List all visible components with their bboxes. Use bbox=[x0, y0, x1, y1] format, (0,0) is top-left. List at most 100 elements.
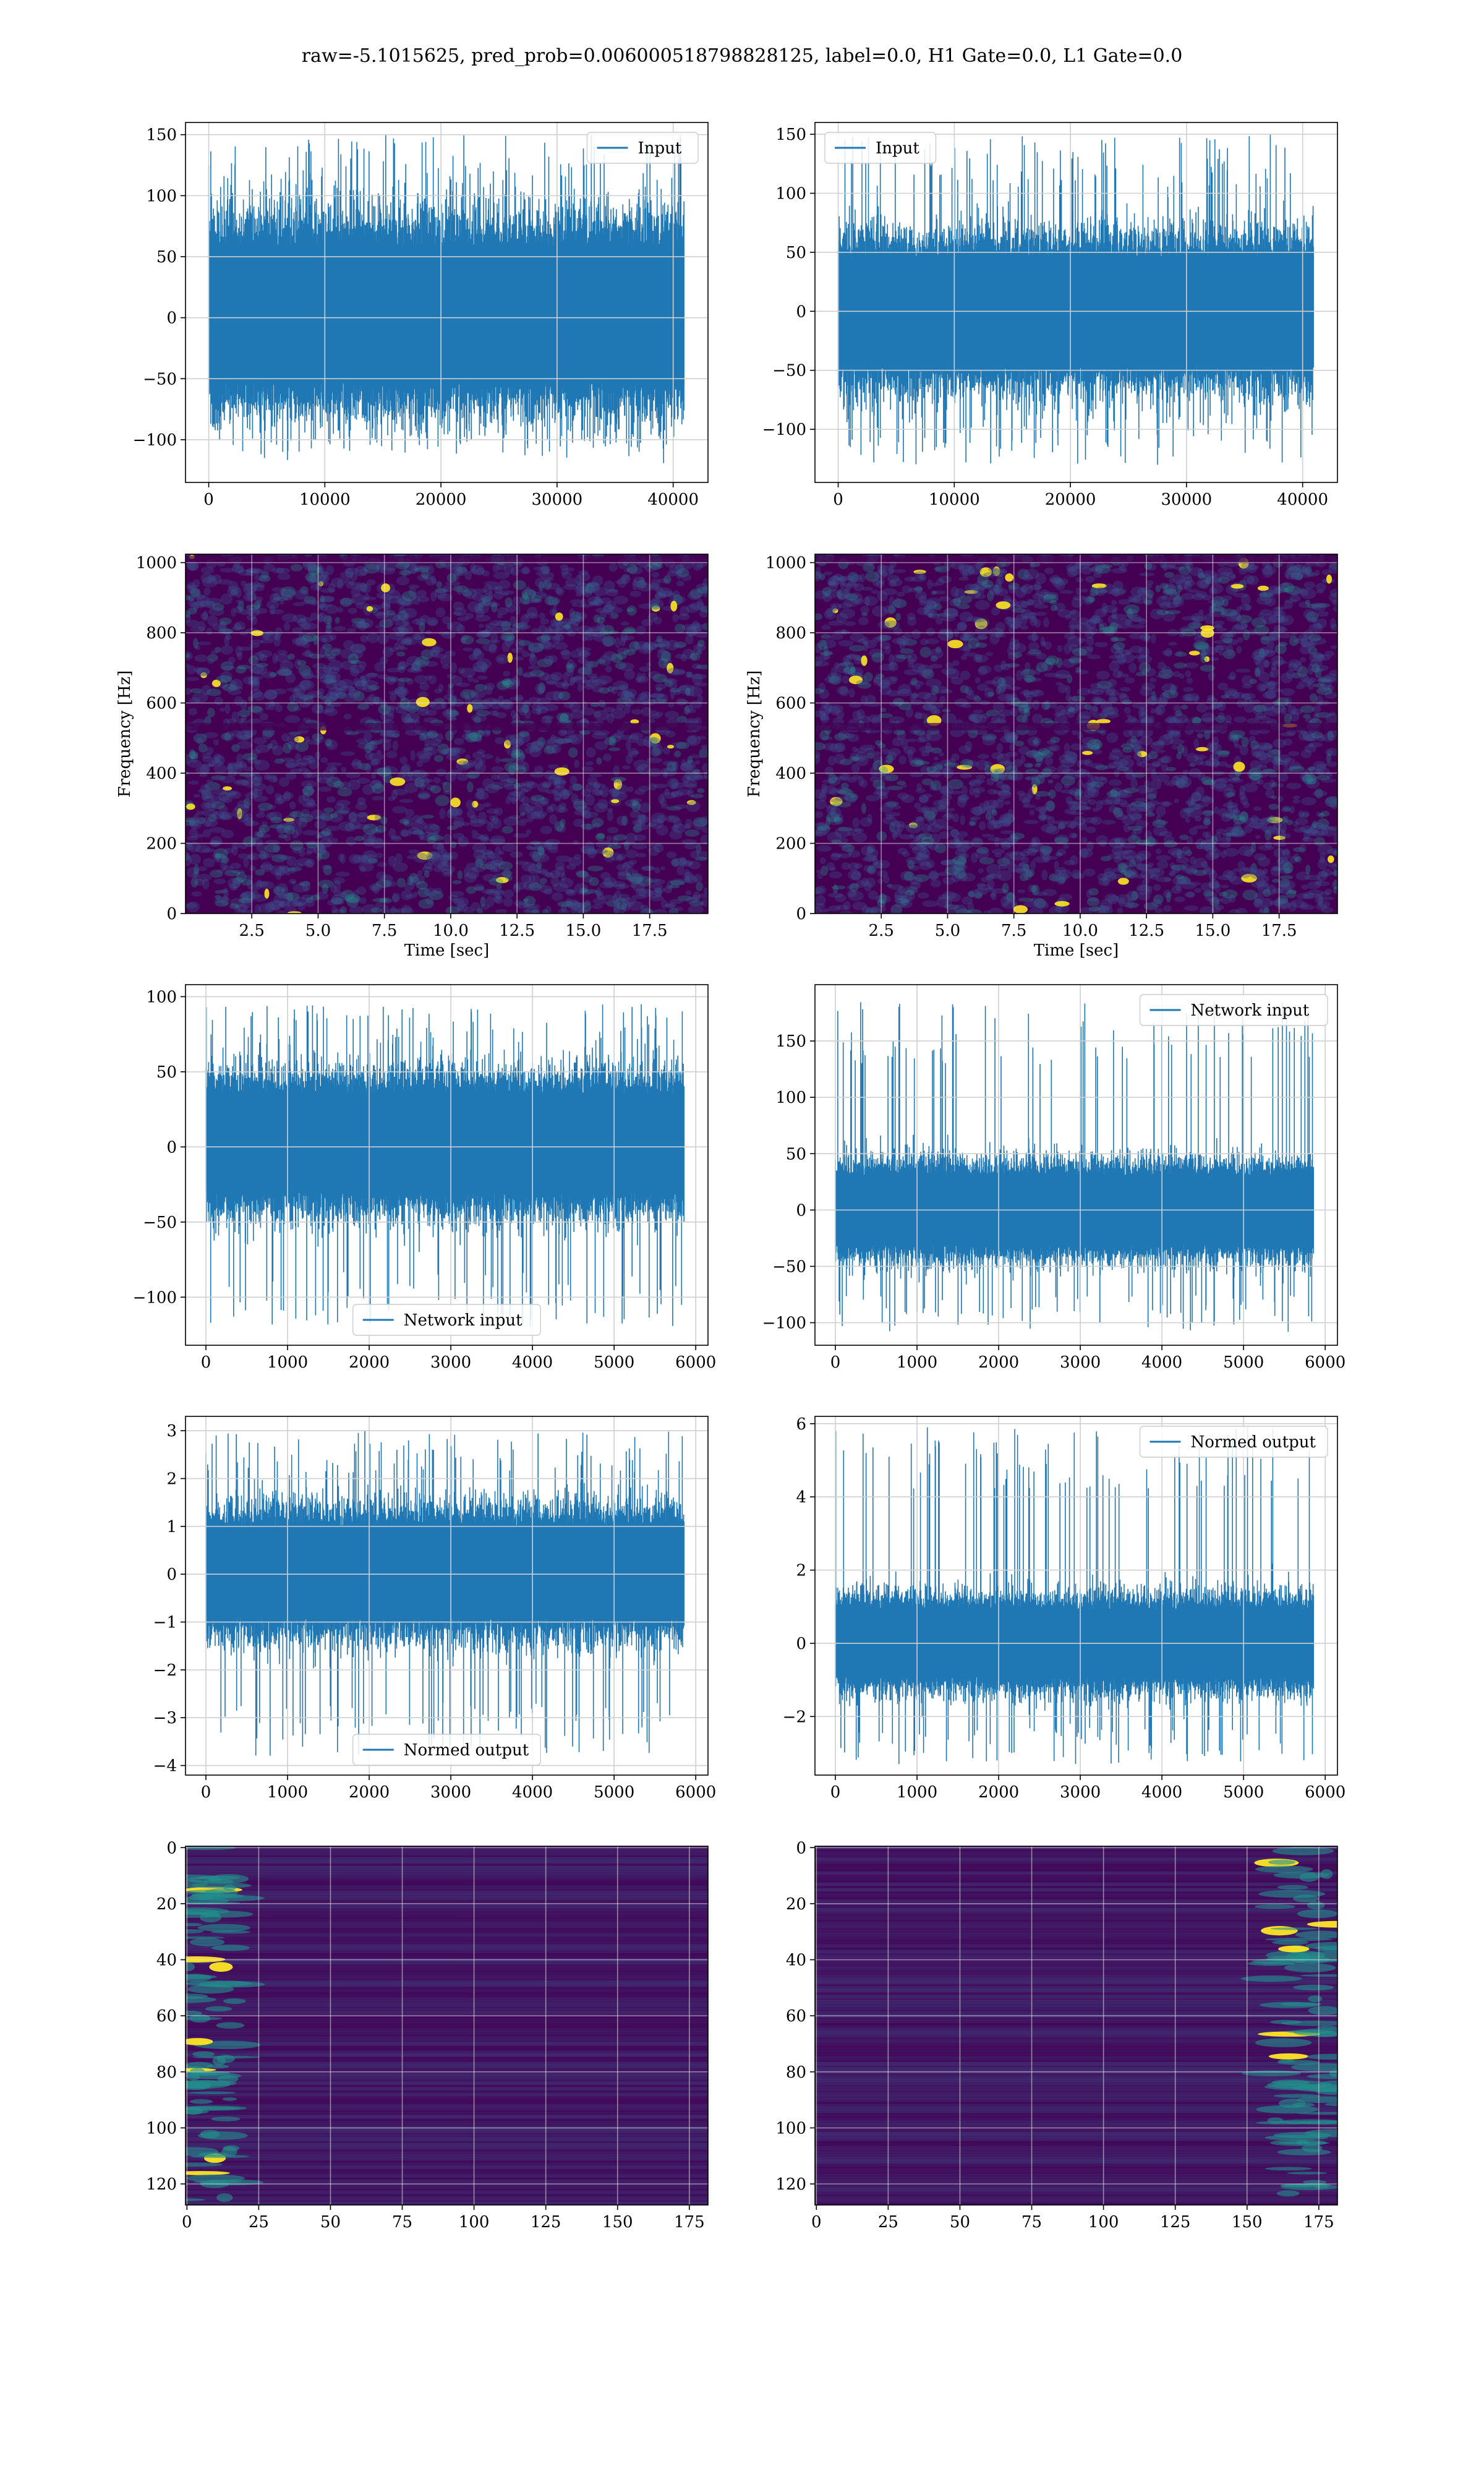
h1-network-input-ytick-label: 0 bbox=[166, 1138, 177, 1157]
l1-input-legend: Input bbox=[824, 132, 937, 164]
h1-network-input-ytick-label: −50 bbox=[143, 1213, 177, 1232]
l1-spectrogram-ytick-label: 0 bbox=[796, 905, 806, 923]
l1-feature-map-heatmap-background bbox=[815, 1846, 1337, 2205]
h1-input-ytick-label: −100 bbox=[133, 431, 177, 450]
h1-spectrogram-heatmap-cells bbox=[186, 554, 708, 914]
l1-feature-map-ytick-label: 100 bbox=[775, 2119, 806, 2138]
l1-spectrogram-ytick-label: 200 bbox=[775, 835, 806, 854]
l1-network-input-xtick-label: 1000 bbox=[897, 1353, 937, 1372]
h1-spectrogram-ytick-label: 1000 bbox=[136, 554, 177, 573]
h1-network-input-legend: Network input bbox=[352, 1304, 541, 1336]
h1-feature-map-ytick-label: 60 bbox=[156, 2007, 177, 2026]
l1-normed-output-ytick-label: 4 bbox=[796, 1488, 806, 1507]
l1-normed-output-ytick-label: 2 bbox=[796, 1562, 806, 1580]
h1-feature-map-ytick-label: 40 bbox=[156, 1951, 177, 1970]
h1-network-input-xtick-label: 2000 bbox=[349, 1353, 390, 1372]
subplot-h1-feature-map: 0 25 50 75 100 125 150 175 0 20 40 60 80 100 120 bbox=[146, 1839, 709, 2232]
subplot-h1-network-input: 0 1000 2000 3000 4000 5000 6000 −100 −50 0 50 100 Ne… bbox=[133, 984, 716, 1372]
h1-input-xtick-label: 0 bbox=[203, 490, 214, 509]
l1-feature-map-heatmap-cells bbox=[815, 1846, 1337, 2205]
subplot-l1-spectrogram: 2.5 5.0 7.5 10.0 12.5 15.0 17.5 0 200 400 600 800 10… bbox=[745, 554, 1338, 960]
l1-input-ytick-label: −50 bbox=[772, 362, 806, 380]
l1-spectrogram-xtick-label: 15.0 bbox=[1195, 922, 1230, 940]
h1-feature-map-xtick-label: 25 bbox=[249, 2213, 269, 2232]
h1-spectrogram-xtick-label: 17.5 bbox=[632, 922, 668, 940]
l1-spectrogram-ytick-label: 400 bbox=[775, 764, 806, 783]
h1-normed-output-legend: Normed output bbox=[352, 1734, 541, 1766]
l1-normed-output-legend-label: Normed output bbox=[1191, 1433, 1316, 1452]
h1-feature-map-xtick-label: 125 bbox=[531, 2213, 561, 2232]
h1-feature-map-xtick-label: 175 bbox=[674, 2213, 705, 2232]
l1-feature-map-ytick-label: 20 bbox=[786, 1895, 806, 1914]
h1-spectrogram-ylabel: Frequency [Hz] bbox=[116, 670, 134, 798]
l1-spectrogram-ytick-label: 1000 bbox=[765, 554, 806, 573]
l1-normed-output-xtick-label: 5000 bbox=[1223, 1783, 1264, 1802]
l1-spectrogram-ytick-label: 800 bbox=[775, 624, 806, 643]
h1-network-input-gridlines bbox=[186, 985, 708, 1345]
l1-network-input-xtick-label: 5000 bbox=[1223, 1353, 1264, 1372]
h1-normed-output-ytick-label: 3 bbox=[166, 1422, 177, 1440]
subplot-l1-feature-map: 0 25 50 75 100 125 150 175 0 20 40 60 80 100 120 bbox=[775, 1839, 1338, 2232]
h1-spectrogram-xtick-label: 5.0 bbox=[305, 922, 331, 940]
h1-normed-output-ytick-label: −4 bbox=[153, 1757, 177, 1776]
h1-normed-output-xtick-label: 4000 bbox=[512, 1783, 553, 1802]
h1-network-input-xtick-label: 5000 bbox=[594, 1353, 634, 1372]
l1-spectrogram-xtick-label: 2.5 bbox=[869, 922, 894, 940]
h1-normed-output-axes-frame bbox=[185, 1416, 709, 1776]
l1-feature-map-plot-area bbox=[815, 1846, 1337, 2205]
l1-network-input-gridlines bbox=[815, 985, 1337, 1345]
h1-input-ytick-label: −50 bbox=[143, 370, 177, 388]
h1-input-ytick-label: 100 bbox=[146, 187, 177, 205]
l1-normed-output-xtick-label: 2000 bbox=[978, 1783, 1019, 1802]
h1-network-input-ytick-label: −100 bbox=[133, 1288, 177, 1307]
l1-normed-output-ytick-label: −2 bbox=[783, 1708, 806, 1726]
l1-feature-map-xtick-label: 50 bbox=[950, 2213, 970, 2232]
h1-network-input-ytick-label: 100 bbox=[146, 988, 177, 1006]
h1-network-input-plot-area bbox=[205, 1004, 684, 1327]
l1-spectrogram-ytick-label: 600 bbox=[775, 695, 806, 713]
l1-feature-map-ytick-label: 60 bbox=[786, 2007, 806, 2026]
l1-network-input-series-line bbox=[835, 1001, 1314, 1332]
h1-input-legend: Input bbox=[586, 132, 699, 164]
l1-normed-output-xtick-label: 1000 bbox=[897, 1783, 937, 1802]
h1-feature-map-gridlines bbox=[186, 1846, 708, 2205]
h1-feature-map-xtick-label: 75 bbox=[392, 2213, 412, 2232]
h1-normed-output-ytick-label: 1 bbox=[166, 1518, 177, 1536]
l1-normed-output-ytick-label: 0 bbox=[796, 1635, 806, 1653]
l1-normed-output-xtick-label: 6000 bbox=[1305, 1783, 1345, 1802]
l1-network-input-axes-frame bbox=[814, 984, 1338, 1346]
l1-input-ytick-label: 150 bbox=[775, 126, 806, 144]
h1-normed-output-ytick-label: −3 bbox=[153, 1709, 177, 1727]
h1-spectrogram-ytick-label: 600 bbox=[146, 695, 177, 713]
h1-normed-output-legend-label: Normed output bbox=[404, 1741, 529, 1760]
l1-network-input-xtick-label: 2000 bbox=[978, 1353, 1019, 1372]
l1-feature-map-gridlines bbox=[815, 1846, 1337, 2205]
h1-network-input-series-line bbox=[205, 1004, 684, 1327]
l1-spectrogram-heatmap-cells bbox=[815, 554, 1337, 914]
h1-feature-map-xtick-label: 0 bbox=[182, 2213, 192, 2232]
l1-spectrogram-xtick-label: 12.5 bbox=[1128, 922, 1164, 940]
h1-feature-map-xtick-label: 100 bbox=[459, 2213, 490, 2232]
l1-input-xtick-label: 10000 bbox=[929, 490, 980, 509]
h1-input-axes-frame bbox=[185, 122, 709, 483]
l1-spectrogram-ylabel: Frequency [Hz] bbox=[745, 670, 764, 798]
l1-spectrogram-xtick-label: 10.0 bbox=[1062, 922, 1098, 940]
h1-normed-output-ytick-label: −2 bbox=[153, 1661, 177, 1680]
l1-feature-map-ytick-label: 40 bbox=[786, 1951, 806, 1970]
l1-feature-map-xtick-label: 25 bbox=[878, 2213, 898, 2232]
l1-network-input-xtick-label: 3000 bbox=[1060, 1353, 1101, 1372]
l1-network-input-xtick-label: 4000 bbox=[1141, 1353, 1182, 1372]
subplot-h1-input: 0 10000 20000 30000 40000 −100 −50 0 50 100 150 Inp… bbox=[133, 122, 709, 509]
l1-input-series-line bbox=[837, 134, 1314, 465]
l1-normed-output-xtick-label: 3000 bbox=[1060, 1783, 1101, 1802]
h1-normed-output-xtick-label: 5000 bbox=[594, 1783, 634, 1802]
l1-network-input-ytick-label: 100 bbox=[775, 1089, 806, 1107]
subplot-l1-input: 0 10000 20000 30000 40000 −100 −50 0 50 100 150 Inp… bbox=[762, 122, 1338, 509]
subplot-l1-normed-output: 0 1000 2000 3000 4000 5000 6000 −2 0 2 4 6 Normed ou… bbox=[783, 1415, 1346, 1802]
h1-feature-map-ytick-label: 80 bbox=[156, 2063, 177, 2082]
h1-feature-map-xtick-label: 50 bbox=[320, 2213, 341, 2232]
l1-network-input-ytick-label: 50 bbox=[786, 1145, 806, 1163]
h1-spectrogram-xtick-label: 15.0 bbox=[565, 922, 601, 940]
h1-spectrogram-plot-area bbox=[186, 554, 708, 914]
